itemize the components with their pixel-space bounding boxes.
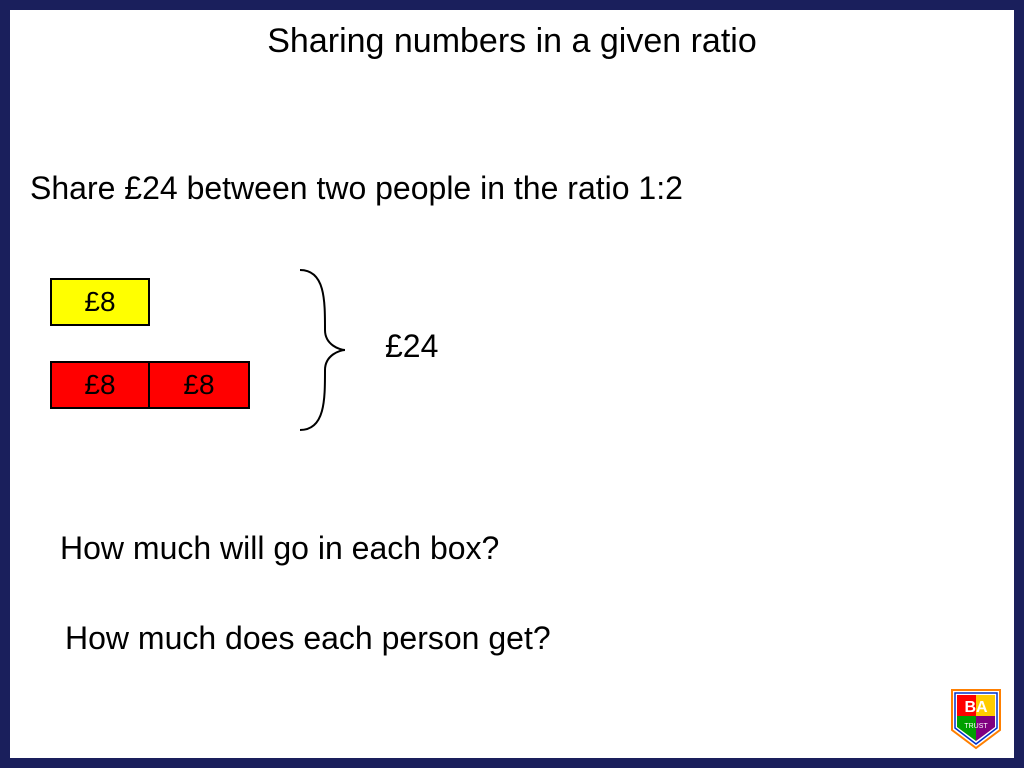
- ratio-box: £8: [150, 361, 250, 409]
- ba-trust-logo: BA TRUST: [950, 688, 1002, 750]
- slide-title: Sharing numbers in a given ratio: [0, 22, 1024, 61]
- total-label: £24: [385, 328, 438, 365]
- ratio-row-1: £8: [50, 278, 250, 326]
- question-2: How much does each person get?: [65, 620, 551, 657]
- ratio-box: £8: [50, 361, 150, 409]
- ratio-row-2: £8 £8: [50, 361, 250, 409]
- svg-text:BA: BA: [964, 699, 988, 716]
- question-1: How much will go in each box?: [60, 530, 499, 567]
- curly-brace: [290, 260, 370, 440]
- problem-statement: Share £24 between two people in the rati…: [30, 170, 683, 207]
- svg-text:TRUST: TRUST: [964, 723, 988, 730]
- ratio-box: £8: [50, 278, 150, 326]
- ratio-diagram: £8 £8 £8: [50, 278, 250, 444]
